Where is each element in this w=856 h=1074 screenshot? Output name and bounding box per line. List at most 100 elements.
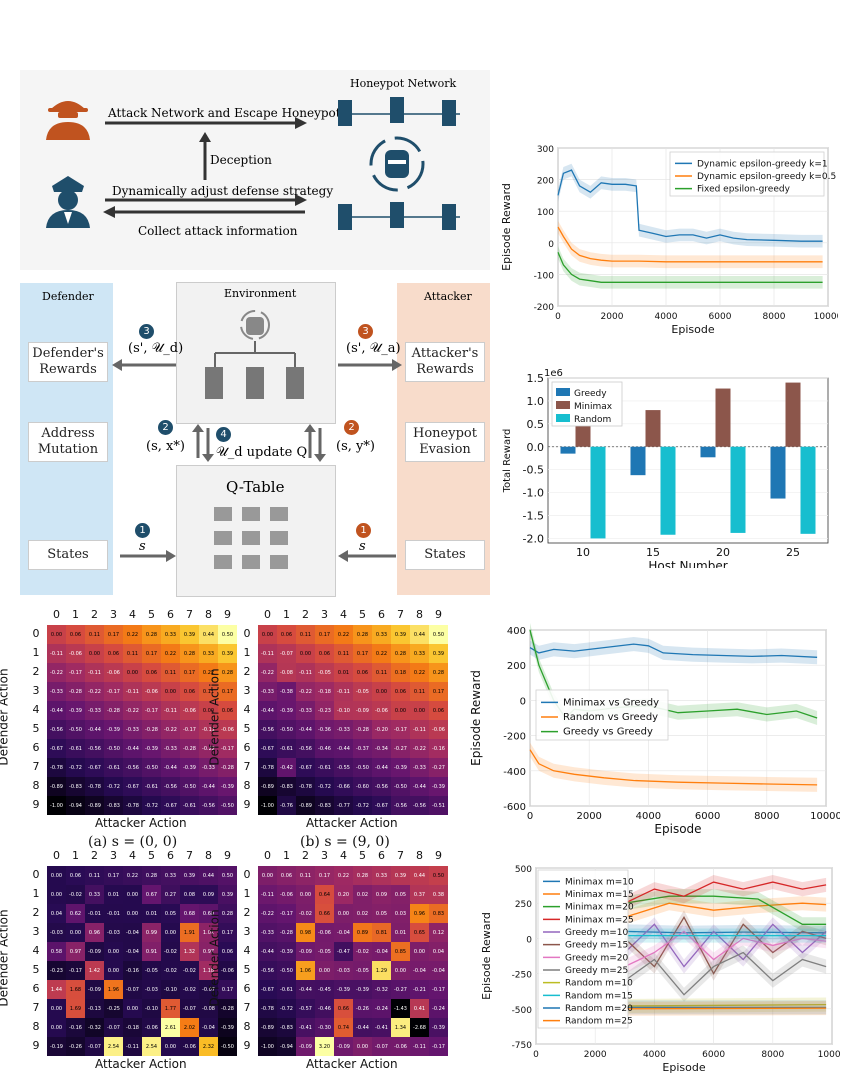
heatmap-cell: -0.67	[296, 758, 315, 777]
heatmap-cell: 0.01	[104, 885, 123, 904]
heatmap-cell: -0.07	[85, 1037, 104, 1056]
heatmap-cell: -0.16	[429, 739, 448, 758]
heatmap-cell: -0.44	[161, 758, 180, 777]
heatmap-x-tick: 3	[110, 608, 117, 621]
heatmap-cell: -1.00	[47, 796, 66, 815]
heatmap-cell: 0.83	[429, 904, 448, 923]
heatmap-cell: 0.39	[429, 644, 448, 663]
heatmap-y-tick: 3	[243, 684, 251, 697]
heatmap-x-tick: 3	[321, 849, 328, 862]
heatmap-cell: -0.44	[85, 720, 104, 739]
heatmap-cell: -0.67	[258, 739, 277, 758]
environment-servers-icon	[205, 310, 304, 399]
heatmap-ylabel: Defender Action	[207, 909, 222, 1007]
heatmap-cell: -0.83	[315, 796, 334, 815]
heatmap-cell: -0.06	[429, 720, 448, 739]
heatmap-cell: 0.00	[104, 942, 123, 961]
heatmap-cell: -0.22	[296, 682, 315, 701]
heatmap-cell: 0.37	[410, 885, 429, 904]
heatmap-cell: 0.00	[85, 644, 104, 663]
bar	[630, 446, 646, 476]
heatmap-x-tick: 6	[167, 849, 174, 862]
series-band	[624, 896, 827, 925]
heatmap-cell: 0.06	[353, 663, 372, 682]
arrow-deception-label: Deception	[210, 153, 272, 167]
heatmap-cell: 0.33	[372, 625, 391, 644]
heatmap-cell: -0.83	[104, 796, 123, 815]
heatmap-x-tick: 8	[416, 608, 423, 621]
heatmap-cell: -0.50	[218, 796, 237, 815]
heatmap-cell: -0.50	[353, 758, 372, 777]
y-tick-label: -250	[512, 971, 533, 981]
step2-left-badge: 2	[158, 420, 173, 435]
heatmap-x-tick: 9	[224, 849, 231, 862]
heatmap-y-tick: 8	[32, 1020, 40, 1033]
heatmap-cell: 0.00	[123, 663, 142, 682]
x-tick-label: 8000	[763, 312, 786, 322]
heatmap-cell: 0.18	[391, 663, 410, 682]
heatmap-y-tick: 1	[243, 646, 251, 659]
heatmap-xlabel: Attacker Action	[95, 816, 187, 830]
y-tick-label: -200	[503, 732, 526, 743]
heatmap-cell: 0.11	[161, 663, 180, 682]
x-tick-label: 4000	[655, 312, 678, 322]
y-tick-label: 0	[526, 935, 532, 945]
heatmap-cell: 0.38	[429, 885, 448, 904]
heatmap-cell: -0.46	[315, 999, 334, 1018]
heatmap-cell: -0.50	[180, 777, 199, 796]
y-axis-label: Episode Reward	[469, 670, 483, 766]
y-tick-label: 0	[520, 696, 526, 707]
heatmap-y-tick: 3	[243, 925, 251, 938]
heatmap-cell: 2.54	[142, 1037, 161, 1056]
heatmap-cell: -0.17	[429, 1037, 448, 1056]
heatmap-b: 0.00 0.06 0.11 0.17 0.22 0.28 0.33 0.39 0.44 0.50…	[208, 608, 448, 830]
y-tick-label: 100	[537, 208, 554, 218]
heatmap-cell: 0.20	[334, 885, 353, 904]
heatmap-cell: -0.89	[258, 1018, 277, 1037]
legend-swatch	[556, 388, 570, 396]
y-tick-label: 200	[507, 661, 526, 672]
heatmap-cell: 0.06	[66, 866, 85, 885]
defender-title: Defender	[42, 290, 94, 303]
heatmap-cell: -0.17	[66, 663, 85, 682]
x-tick-label: 10000	[818, 1050, 840, 1060]
heatmap-cell: -0.66	[334, 777, 353, 796]
step1-right-label: s	[359, 539, 366, 554]
heatmap-cell: 0.06	[429, 701, 448, 720]
heatmap-cell: 0.00	[410, 942, 429, 961]
heatmap-cell: -0.11	[123, 682, 142, 701]
heatmap-cell: -0.06	[180, 1037, 199, 1056]
heatmap-cell: -0.18	[315, 682, 334, 701]
heatmap-cell: -0.20	[372, 720, 391, 739]
heatmap-cell: -0.94	[66, 796, 85, 815]
heatmap-y-tick: 1	[32, 887, 40, 900]
heatmap-cell: 1.96	[104, 980, 123, 999]
heatmap-y-tick: 5	[32, 722, 40, 735]
heatmap-cell: -0.05	[353, 961, 372, 980]
chart-epsilon-greedy: 0 2000 4000 6000 8000 10000 300 200 100 0 -100 -200…	[500, 145, 838, 336]
heatmap-cell: -0.02	[180, 980, 199, 999]
heatmap-y-tick: 4	[243, 703, 251, 716]
heatmap-cell: -0.22	[85, 682, 104, 701]
heatmap-y-tick: 1	[243, 887, 251, 900]
heatmap-cell: -0.11	[410, 1037, 429, 1056]
bar	[660, 446, 676, 535]
heatmap-y-tick: 9	[243, 798, 251, 811]
heatmap-cell: -0.72	[315, 777, 334, 796]
heatmap-cell: 0.17	[218, 923, 237, 942]
heatmap-cell: -0.13	[85, 999, 104, 1018]
honeypot-evasion-label: Honeypot Evasion	[413, 426, 477, 457]
heatmap-cell: 0.22	[372, 644, 391, 663]
heatmap-cell: -0.41	[372, 1018, 391, 1037]
heatmap-cell: -0.16	[66, 1018, 85, 1037]
heatmap-cell: -0.56	[410, 796, 429, 815]
heatmap-cell: -0.39	[218, 777, 237, 796]
heatmap-cell: 0.68	[180, 904, 199, 923]
heatmap-cell: -0.17	[66, 961, 85, 980]
y-tick-label: 500	[515, 865, 532, 875]
heatmap-x-tick: 7	[397, 608, 404, 621]
heatmap-cell: -0.39	[104, 720, 123, 739]
heatmap-cell: -0.39	[277, 701, 296, 720]
heatmap-cell: -0.06	[277, 885, 296, 904]
heatmap-cell: -0.33	[296, 701, 315, 720]
